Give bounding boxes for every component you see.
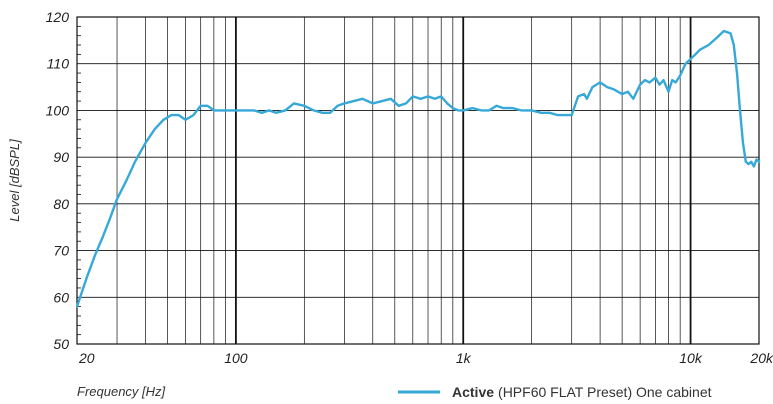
- legend-label-rest: (HPF60 FLAT Preset) One cabinet: [498, 384, 712, 400]
- y-tick-label: 100: [46, 102, 70, 118]
- y-tick-label: 110: [47, 56, 70, 72]
- series: [75, 29, 761, 308]
- grid: [77, 17, 759, 344]
- y-tick-label: 80: [53, 196, 69, 212]
- x-tick-label: 20: [78, 350, 95, 366]
- y-tick-label: 70: [53, 243, 69, 259]
- x-tick-label: 1k: [456, 350, 472, 366]
- x-axis-label: Frequency [Hz]: [77, 384, 166, 399]
- y-tick-label: 60: [53, 289, 69, 305]
- x-axis-ticks: 20 100 1k 10k 20k: [78, 350, 773, 366]
- series-line: [75, 29, 761, 308]
- legend-label: Active (HPF60 FLAT Preset) One cabinet: [452, 384, 712, 400]
- x-tick-label: 10k: [679, 350, 703, 366]
- legend: Active (HPF60 FLAT Preset) One cabinet: [398, 384, 712, 400]
- y-axis-ticks: 50 60 70 80 90 100 110 120: [46, 9, 70, 352]
- x-tick-label: 20k: [749, 350, 773, 366]
- plot-frame: [76, 16, 760, 345]
- y-tick-label: 120: [46, 9, 70, 25]
- legend-label-bold: Active: [452, 384, 494, 400]
- y-tick-label: 50: [53, 336, 69, 352]
- y-tick-label: 90: [53, 149, 69, 165]
- x-tick-label: 100: [224, 350, 248, 366]
- y-axis-label: Level [dBSPL]: [7, 139, 22, 222]
